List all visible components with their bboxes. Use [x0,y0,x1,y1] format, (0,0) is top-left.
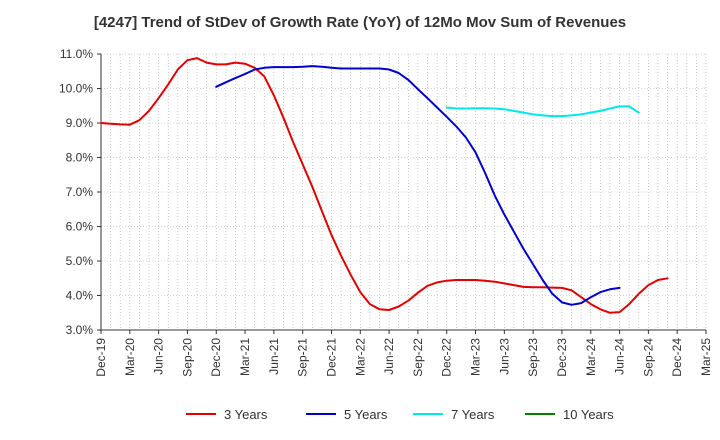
x-tick-label: Mar-21 [238,338,252,376]
y-tick-label: 4.0% [66,289,94,303]
x-tick-label: Mar-22 [353,338,367,376]
y-tick-label: 9.0% [66,116,94,130]
y-tick-label: 11.0% [60,47,93,61]
legend-label-3-years: 3 Years [224,407,268,422]
legend-label-7-years: 7 Years [451,407,495,422]
x-tick-label: Mar-23 [469,338,483,376]
x-tick-label: Mar-24 [584,338,598,376]
series-line-5-years [215,65,621,306]
x-tick-label: Dec-19 [94,338,108,377]
x-tick-label: Mar-25 [699,338,713,376]
x-tick-label: Dec-22 [440,338,454,377]
x-tick-label: Sep-20 [180,338,194,377]
series-line-3-years [100,57,669,314]
x-tick-label: Jun-21 [267,338,281,375]
x-tick-label: Jun-23 [497,338,511,375]
x-tick-label: Sep-23 [526,338,540,377]
x-tick-label: Dec-24 [670,338,684,377]
x-tick-label: Sep-24 [641,338,655,377]
y-tick-label: 10.0% [59,82,93,96]
x-tick-label: Jun-24 [613,338,627,375]
y-tick-label: 8.0% [66,151,94,165]
x-tick-label: Dec-21 [324,338,338,377]
y-tick-label: 6.0% [66,220,94,234]
x-tick-label: Jun-22 [382,338,396,375]
x-tick-label: Jun-20 [152,338,166,375]
legend-label-10-years: 10 Years [563,407,614,422]
y-tick-label: 7.0% [66,185,94,199]
x-tick-label: Sep-22 [411,338,425,377]
x-tick-label: Dec-20 [209,338,223,377]
x-tick-label: Sep-21 [296,338,310,377]
y-tick-label: 3.0% [66,323,94,337]
series-line-7-years [445,105,640,118]
y-tick-label: 5.0% [66,254,94,268]
legend-label-5-years: 5 Years [344,407,388,422]
chart-title: [4247] Trend of StDev of Growth Rate (Yo… [93,14,627,31]
x-tick-label: Dec-23 [555,338,569,377]
x-tick-label: Mar-20 [123,338,137,376]
